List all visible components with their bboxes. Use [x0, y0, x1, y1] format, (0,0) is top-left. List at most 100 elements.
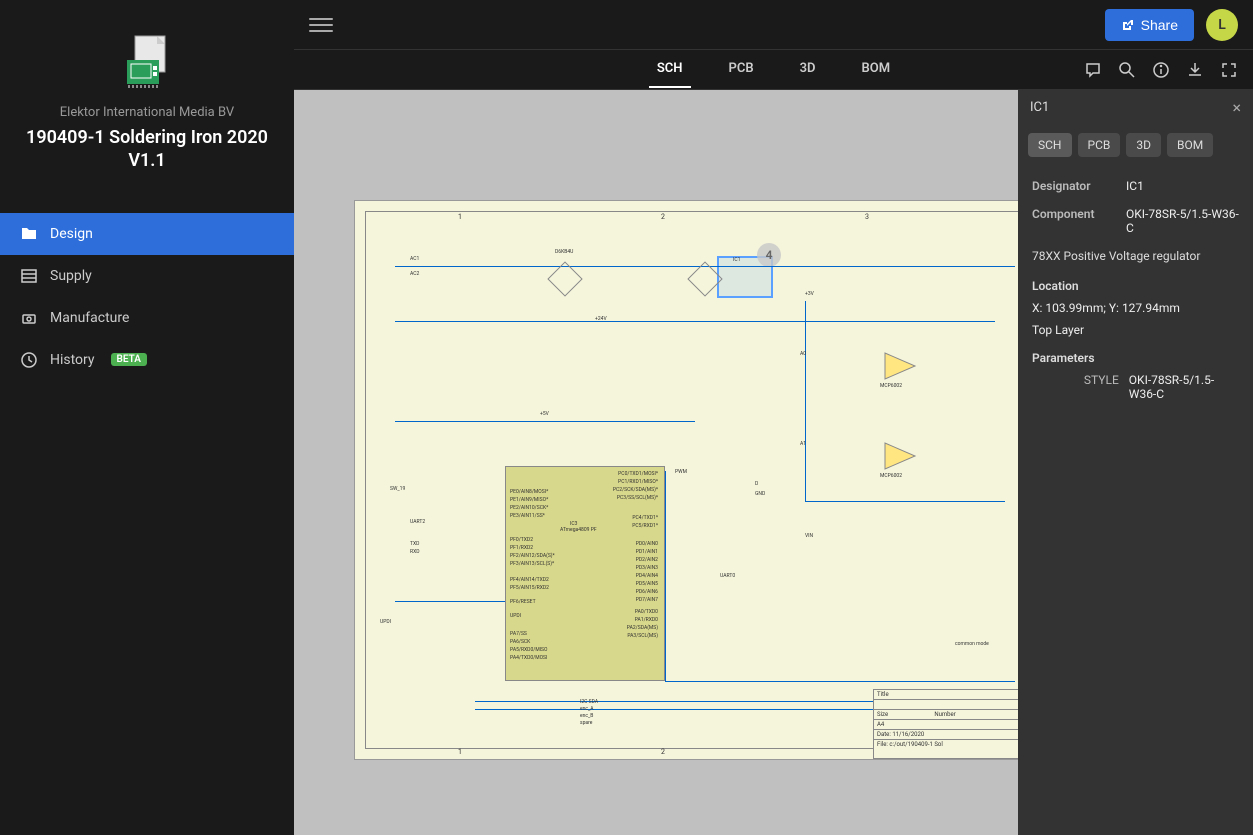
prop-tab-3d[interactable]: 3D	[1126, 133, 1161, 157]
properties-header: IC1 ×	[1018, 90, 1253, 125]
net-label: common mode	[955, 641, 989, 647]
net-label: +3V	[805, 291, 814, 297]
pin-label: PC5/RXD1*	[632, 523, 658, 529]
pin-label: PC1/RXD1/MISO*	[618, 479, 658, 485]
pin-label: PF2/AIN12/SDA(S)*	[510, 553, 555, 559]
net-label: D	[755, 481, 758, 487]
net-label: SW_19	[390, 486, 405, 492]
pin-label: PF5/AIN15/RXD2	[510, 585, 549, 591]
selected-ref: IC1	[733, 257, 740, 263]
net-label: +24V	[595, 316, 607, 322]
bridge-rectifier-icon[interactable]	[685, 259, 725, 299]
project-title: 190409-1 Soldering Iron 2020 V1.1	[20, 126, 274, 173]
history-icon	[20, 351, 38, 369]
net-label: TXD	[410, 541, 419, 547]
project-logo-icon	[117, 30, 177, 90]
pin-label: PC3/SS/SCL(MS)*	[617, 495, 658, 501]
search-icon[interactable]	[1118, 61, 1136, 79]
nav-label: History	[50, 352, 95, 368]
tab-3d[interactable]: 3D	[792, 51, 824, 88]
pin-label: PA1/RXD0	[635, 617, 658, 623]
tab-pcb[interactable]: PCB	[721, 51, 762, 88]
pin-label: PD3/AIN3	[636, 565, 658, 571]
pin-label: PE3/AIN11/SS*	[510, 513, 545, 519]
pin-label: UPDI	[510, 613, 521, 619]
pin-label: PE1/AIN9/MISO*	[510, 497, 548, 503]
nav-label: Design	[50, 226, 93, 242]
bridge-rectifier-icon[interactable]	[545, 259, 585, 299]
pin-label: PA7/SS	[510, 631, 527, 637]
net-label: GND	[755, 491, 765, 497]
prop-location: X: 103.99mm; Y: 127.94mm	[1032, 301, 1239, 315]
pin-label: PD0/AIN0	[636, 541, 658, 547]
pin-label: PF0/TXD2	[510, 537, 533, 543]
net-label: VIN	[805, 533, 813, 539]
toolbar-icons	[1084, 61, 1238, 79]
prop-component: Component OKI-78SR-5/1.5-W36-C	[1032, 207, 1239, 235]
pin-label: PF1/RXD2	[510, 545, 533, 551]
fullscreen-icon[interactable]	[1220, 61, 1238, 79]
col-marker: 1	[458, 213, 462, 221]
main-area: Share L SCH PCB 3D BOM 1 2 3 IC3 ATm	[294, 0, 1253, 835]
nav-item-manufacture[interactable]: Manufacture	[0, 297, 294, 339]
pin-label: PE2/AIN10/SCK*	[510, 505, 548, 511]
net-label: AC1	[410, 256, 419, 262]
opamp-symbol[interactable]	[880, 351, 920, 381]
opamp-label: MCP6002	[880, 473, 902, 479]
net-label: spare	[580, 720, 592, 726]
net-label: PWM	[675, 469, 687, 475]
pin-label: PA4/TXD0/MOSI	[510, 655, 547, 661]
share-button[interactable]: Share	[1105, 9, 1194, 41]
folder-icon	[20, 225, 38, 243]
project-header: Elektor International Media BV 190409-1 …	[0, 0, 294, 193]
pin-label: PD7/AIN7	[636, 597, 658, 603]
net-label: UART2	[410, 519, 425, 525]
prop-tab-sch[interactable]: SCH	[1028, 133, 1072, 157]
tab-bom[interactable]: BOM	[854, 51, 899, 88]
user-avatar[interactable]: L	[1206, 9, 1238, 41]
close-icon[interactable]: ×	[1232, 98, 1241, 117]
tab-sch[interactable]: SCH	[649, 51, 691, 88]
info-icon[interactable]	[1152, 61, 1170, 79]
topbar: Share L	[294, 0, 1253, 50]
properties-tabs: SCH PCB 3D BOM	[1018, 125, 1253, 165]
share-label: Share	[1141, 17, 1178, 33]
pin-label: PA0/TXD0	[635, 609, 658, 615]
net-label: UART0	[720, 573, 735, 579]
opamp-symbol[interactable]	[880, 441, 920, 471]
pin-label: PD1/AIN1	[636, 549, 658, 555]
properties-panel: IC1 × SCH PCB 3D BOM Designator IC1 Comp…	[1018, 90, 1253, 835]
pin-label: PE0/AIN8/MOSI*	[510, 489, 548, 495]
net-label: enc_A	[580, 706, 594, 712]
chip-part: ATmega4809 PF	[560, 527, 597, 533]
location-header: Location	[1032, 279, 1239, 293]
pin-label: PA6/SCK	[510, 639, 530, 645]
prop-designator: Designator IC1	[1032, 179, 1239, 193]
download-icon[interactable]	[1186, 61, 1204, 79]
prop-tab-pcb[interactable]: PCB	[1078, 133, 1121, 157]
nav-item-history[interactable]: History BETA	[0, 339, 294, 381]
nav-item-supply[interactable]: Supply	[0, 255, 294, 297]
pin-label: PA5/RXD0/MISO	[510, 647, 547, 653]
beta-badge: BETA	[111, 353, 147, 366]
pin-label: PF6/RESET	[510, 599, 536, 605]
nav-item-design[interactable]: Design	[0, 213, 294, 255]
sidebar-nav: Design Supply Manufacture History BETA	[0, 213, 294, 381]
nav-label: Supply	[50, 268, 92, 284]
col-marker: 2	[661, 748, 665, 756]
comment-icon[interactable]	[1084, 61, 1102, 79]
list-icon	[20, 267, 38, 285]
properties-title: IC1	[1030, 100, 1049, 115]
pin-label: PD6/AIN6	[636, 589, 658, 595]
param-row: STYLE OKI-78SR-5/1.5-W36-C	[1032, 373, 1239, 401]
net-label: enc_B	[580, 713, 593, 719]
pin-label: PC2/SCK/SDA(MS)*	[613, 487, 658, 493]
net-label: I2C SDA	[580, 699, 598, 705]
net-label: RXD	[410, 549, 420, 555]
properties-body: Designator IC1 Component OKI-78SR-5/1.5-…	[1018, 165, 1253, 421]
left-sidebar: Elektor International Media BV 190409-1 …	[0, 0, 294, 835]
topbar-right: Share L	[1105, 9, 1238, 41]
hamburger-menu-icon[interactable]	[309, 13, 333, 37]
net-label: +5V	[540, 411, 549, 417]
prop-tab-bom[interactable]: BOM	[1167, 133, 1213, 157]
